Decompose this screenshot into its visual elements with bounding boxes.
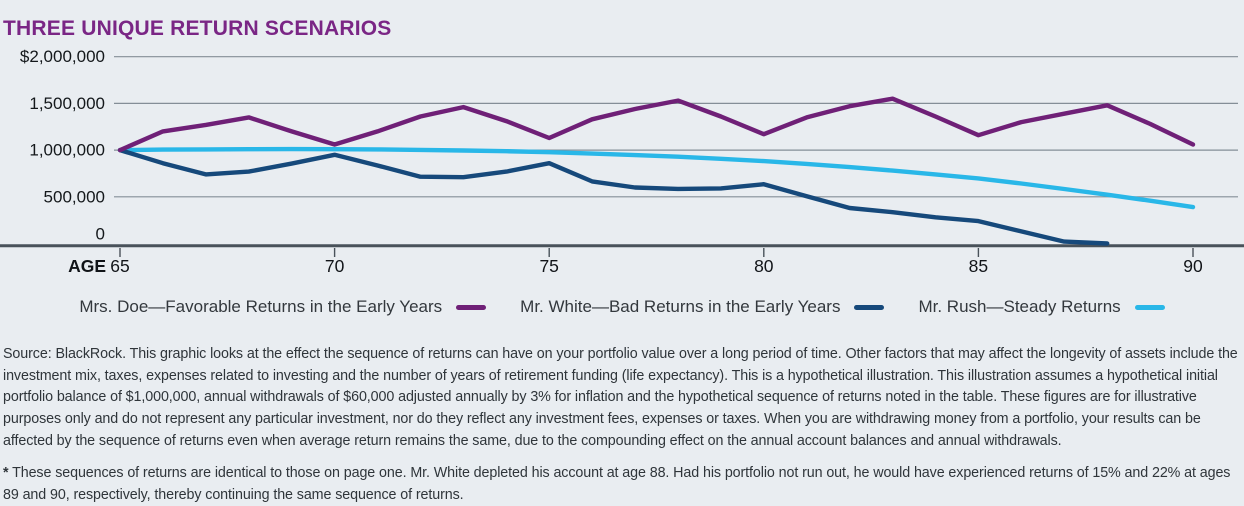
page-title: THREE UNIQUE RETURN SCENARIOS [3,17,392,41]
series-line-mr-white [117,147,1110,246]
series-line-mrs-doe [117,96,1196,153]
footnote-asterisk: * [3,465,9,482]
source-note: Source: BlackRock. This graphic looks at… [3,346,1238,449]
legend-item-mr-rush: Mr. Rush—Steady Returns [918,297,1165,317]
x-axis-tick-label: 80 [754,256,774,276]
series-line-mr-rush [117,146,1196,210]
x-axis-tick-label: 90 [1183,256,1203,276]
x-axis-tick-label: 70 [325,256,345,276]
legend-label-mr-rush: Mr. Rush—Steady Returns [918,297,1121,316]
legend-swatch-mrs-doe [456,304,487,310]
returns-chart-svg: $2,000,000 1,500,000 1,000,000 500,000 0 65 70… [0,47,1244,276]
chart-legend: Mrs. Doe—Favorable Returns in the Early … [0,297,1244,317]
x-axis-tick-label: 65 [110,256,129,276]
legend-item-mr-white: Mr. White—Bad Returns in the Early Years [520,297,885,317]
x-axis-tick-label: 75 [539,256,558,276]
footnote: * These sequences of returns are identic… [3,463,1240,506]
legend-item-mrs-doe: Mrs. Doe—Favorable Returns in the Early … [79,297,487,317]
legend-swatch-mr-rush [1134,304,1165,310]
y-axis-label: 0 [96,225,105,244]
x-axis-tick-label: 85 [969,256,988,276]
footnote-text: These sequences of returns are identical… [3,465,1231,503]
y-axis-label: 1,500,000 [29,94,105,113]
returns-chart: $2,000,000 1,500,000 1,000,000 500,000 0 65 70… [0,38,1244,290]
y-axis-label: $2,000,000 [20,47,105,66]
legend-label-mr-white: Mr. White—Bad Returns in the Early Years [520,297,841,316]
age-axis-label: AGE [68,256,106,276]
y-axis-label: 500,000 [44,187,105,206]
legend-label-mrs-doe: Mrs. Doe—Favorable Returns in the Early … [79,297,443,316]
legend-swatch-mr-white [854,304,885,310]
y-axis-label: 1,000,000 [29,141,105,160]
